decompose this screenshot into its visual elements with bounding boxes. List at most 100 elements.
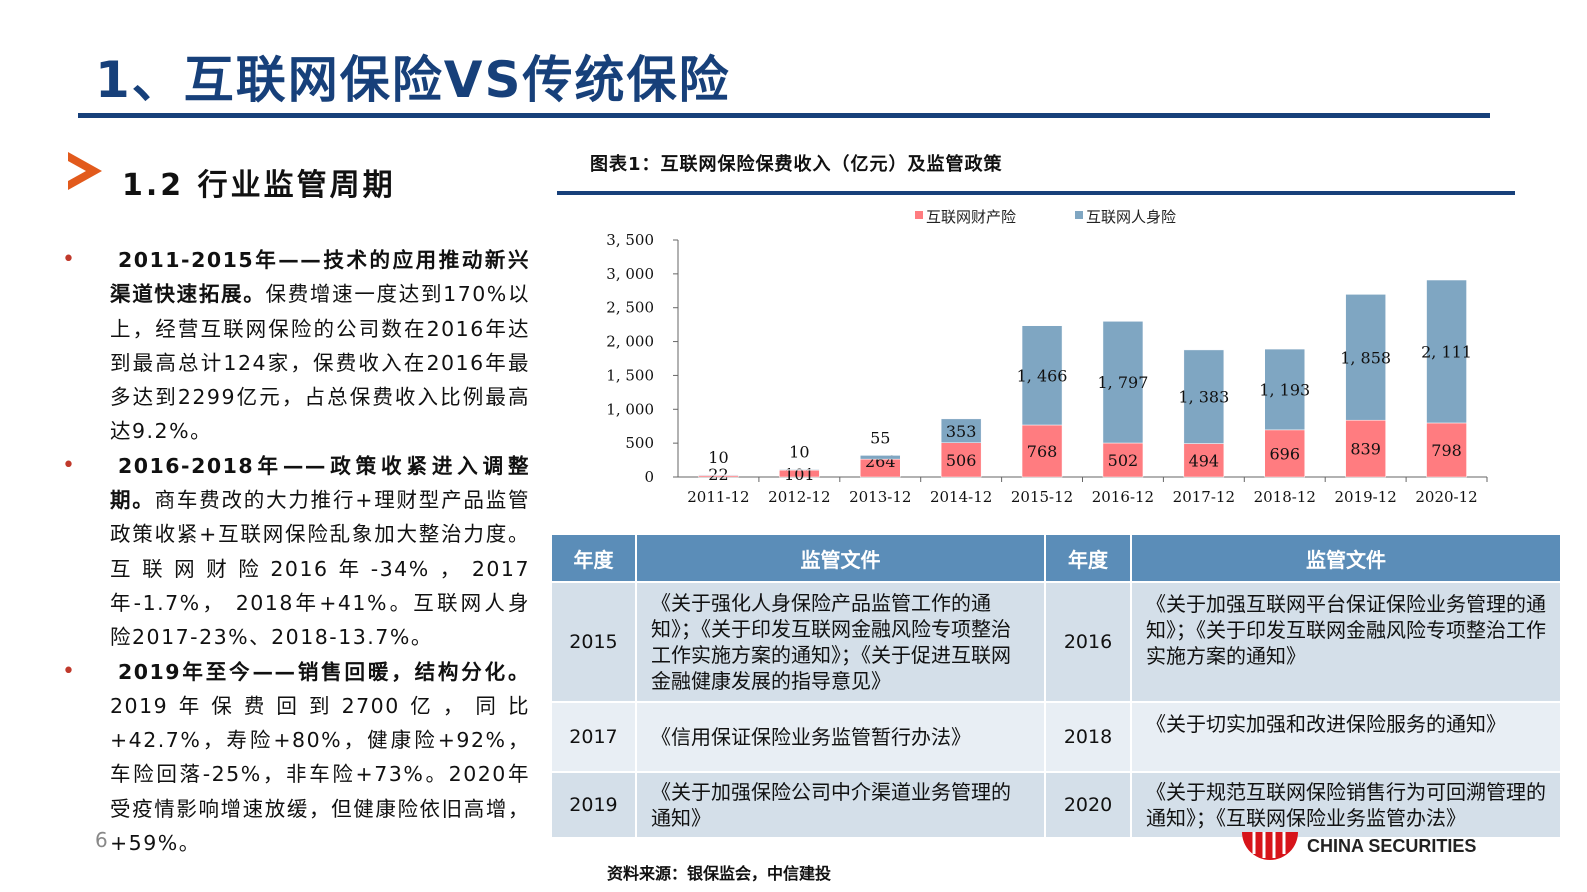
data-label: 10	[708, 448, 728, 467]
cell-document: 《信用保证保险业务监管暂行办法》	[634, 701, 1047, 773]
data-label: 353	[946, 422, 977, 441]
bullet-icon: •	[62, 658, 77, 684]
data-label: 839	[1350, 440, 1381, 459]
y-tick-label: 0	[644, 468, 654, 486]
slide-title: 1、互联网保险VS传统保险	[95, 51, 731, 109]
legend-swatch	[915, 211, 923, 219]
legend-swatch	[1075, 211, 1083, 219]
data-label: 101	[784, 465, 815, 484]
bullet-item: • 2011-2015年——技术的应用推动新兴渠道快速拓展。保费增速一度达到170…	[60, 243, 530, 449]
cell-year: 2019	[550, 771, 637, 839]
x-tick-label: 2011-12	[687, 488, 749, 506]
table-row: 2017 《信用保证保险业务监管暂行办法》 2018 《关于切实加强和改进保险服…	[550, 701, 1563, 773]
bar-property	[1264, 429, 1305, 478]
bullet-heading: 2016-2018年——政策收紧进入调整期。	[110, 453, 530, 513]
section-title: 1.2 行业监管周期	[122, 168, 396, 203]
header-year: 年度	[550, 533, 637, 583]
bullet-icon: •	[62, 452, 77, 478]
bar-life	[1102, 321, 1144, 444]
data-label: 696	[1269, 444, 1300, 463]
data-label: 1, 383	[1178, 388, 1229, 407]
x-tick-label: 2016-12	[1092, 488, 1154, 506]
bar-life	[1183, 349, 1225, 444]
bar-life	[860, 455, 901, 460]
y-tick-label: 1, 000	[606, 400, 654, 418]
cell-year: 2017	[550, 701, 637, 773]
bullet-text: 商车费改的大力推行+理财型产品监管政策收紧+互联网保险乱象加大整治力度。互联网财…	[110, 488, 530, 650]
bullet-item: • 2016-2018年——政策收紧进入调整期。商车费改的大力推行+理财型产品监管…	[60, 449, 530, 655]
regulation-table: 年度 监管文件 年度 监管文件 2015 《关于强化人身保险产品监管工作的通知》…	[550, 533, 1563, 839]
cell-document: 《关于加强保险公司中介渠道业务管理的通知》	[634, 771, 1047, 839]
bullet-heading: 2019年至今——销售回暖，结构分化。	[118, 659, 530, 684]
bar-life	[940, 418, 982, 443]
cell-year: 2016	[1044, 581, 1132, 703]
data-label: 10	[789, 442, 809, 461]
table-row: 2015 《关于强化人身保险产品监管工作的通知》；《关于印发互联网金融风险专项整…	[550, 581, 1563, 703]
x-tick-label: 2017-12	[1173, 488, 1235, 506]
x-tick-label: 2012-12	[768, 488, 830, 506]
data-label: 502	[1108, 451, 1139, 470]
header-year: 年度	[1044, 533, 1132, 583]
data-label: 55	[870, 428, 890, 447]
x-tick-label: 2020-12	[1415, 488, 1477, 506]
arrow-icon	[68, 152, 102, 190]
source-note: 资料来源：银保监会，中信建投	[607, 864, 832, 883]
bullet-text: 保费增速一度达到170%以上，经营互联网保险的公司数在2016年达到最高总计12…	[110, 282, 530, 444]
cell-year: 2018	[1044, 701, 1132, 773]
data-label: 264	[865, 452, 896, 471]
y-tick-label: 1, 500	[606, 366, 654, 384]
table-row: 2019 《关于加强保险公司中介渠道业务管理的通知》 2020 《关于规范互联网…	[550, 771, 1563, 839]
bar-life	[779, 469, 820, 471]
premium-bar-chart: 0 500 1, 000 1, 500 2, 000 2, 500 3, 000 3, 500…	[606, 208, 1488, 506]
data-label: 798	[1431, 441, 1462, 460]
data-label: 2, 111	[1421, 342, 1472, 361]
cell-document: 《关于强化人身保险产品监管工作的通知》；《关于印发互联网金融风险专项整治工作实施…	[634, 581, 1047, 703]
cell-year: 2020	[1044, 771, 1132, 839]
title-divider	[78, 113, 1490, 118]
chart-title-divider	[557, 191, 1515, 195]
bullet-item: • 2019年至今——销售回暖，结构分化。 2019年保费回到2700亿，同比+42…	[60, 655, 530, 861]
x-tick-label: 2014-12	[930, 488, 992, 506]
china-securities-logo	[1242, 832, 1298, 860]
bar-property	[1426, 422, 1467, 478]
y-tick-label: 3, 500	[606, 231, 654, 249]
bar-property	[1345, 419, 1386, 478]
data-label: 506	[946, 451, 977, 470]
bar-life	[1264, 348, 1305, 431]
header-document: 监管文件	[634, 533, 1047, 583]
data-label: 1, 797	[1098, 373, 1149, 392]
legend-label: 互联网人身险	[1086, 208, 1176, 226]
header-document: 监管文件	[1129, 533, 1563, 583]
data-label: 494	[1189, 451, 1220, 470]
x-tick-label: 2013-12	[849, 488, 911, 506]
legend-label: 互联网财产险	[926, 208, 1016, 226]
cell-document: 《关于切实加强和改进保险服务的通知》	[1129, 701, 1563, 773]
y-tick-label: 3, 000	[606, 265, 654, 283]
chart-title: 图表1：互联网保险保费收入（亿元）及监管政策	[590, 154, 1003, 175]
data-label: 1, 466	[1017, 366, 1068, 385]
x-tick-label: 2015-12	[1011, 488, 1073, 506]
data-label: 1, 193	[1259, 380, 1310, 399]
cell-year: 2015	[550, 581, 637, 703]
table-header: 年度 监管文件 年度 监管文件	[550, 533, 1563, 583]
bar-property	[940, 442, 982, 478]
bar-property	[1102, 442, 1144, 478]
bar-property	[1021, 424, 1063, 478]
data-label: 22	[708, 465, 728, 484]
bullet-icon: •	[62, 247, 77, 272]
y-tick-label: 2, 000	[606, 333, 654, 351]
bullet-list: • 2011-2015年——技术的应用推动新兴渠道快速拓展。保费增速一度达到170…	[60, 243, 530, 860]
bar-life	[698, 474, 739, 476]
logo-text: CHINA SECURITIES	[1307, 836, 1477, 856]
cell-document: 《关于加强互联网平台保证保险业务管理的通知》；《关于印发互联网金融风险专项整治工…	[1129, 581, 1563, 703]
y-tick-label: 2, 500	[606, 299, 654, 317]
x-tick-label: 2019-12	[1334, 488, 1396, 506]
y-tick-label: 500	[625, 434, 654, 452]
x-tick-label: 2018-12	[1254, 488, 1316, 506]
bar-life	[1021, 325, 1063, 426]
bullet-heading: 2011-2015年——技术的应用推动新兴渠道快速拓展。	[110, 248, 530, 307]
bar-life	[1426, 279, 1467, 424]
page-number: 6	[95, 828, 108, 852]
data-label: 1, 858	[1340, 348, 1391, 367]
